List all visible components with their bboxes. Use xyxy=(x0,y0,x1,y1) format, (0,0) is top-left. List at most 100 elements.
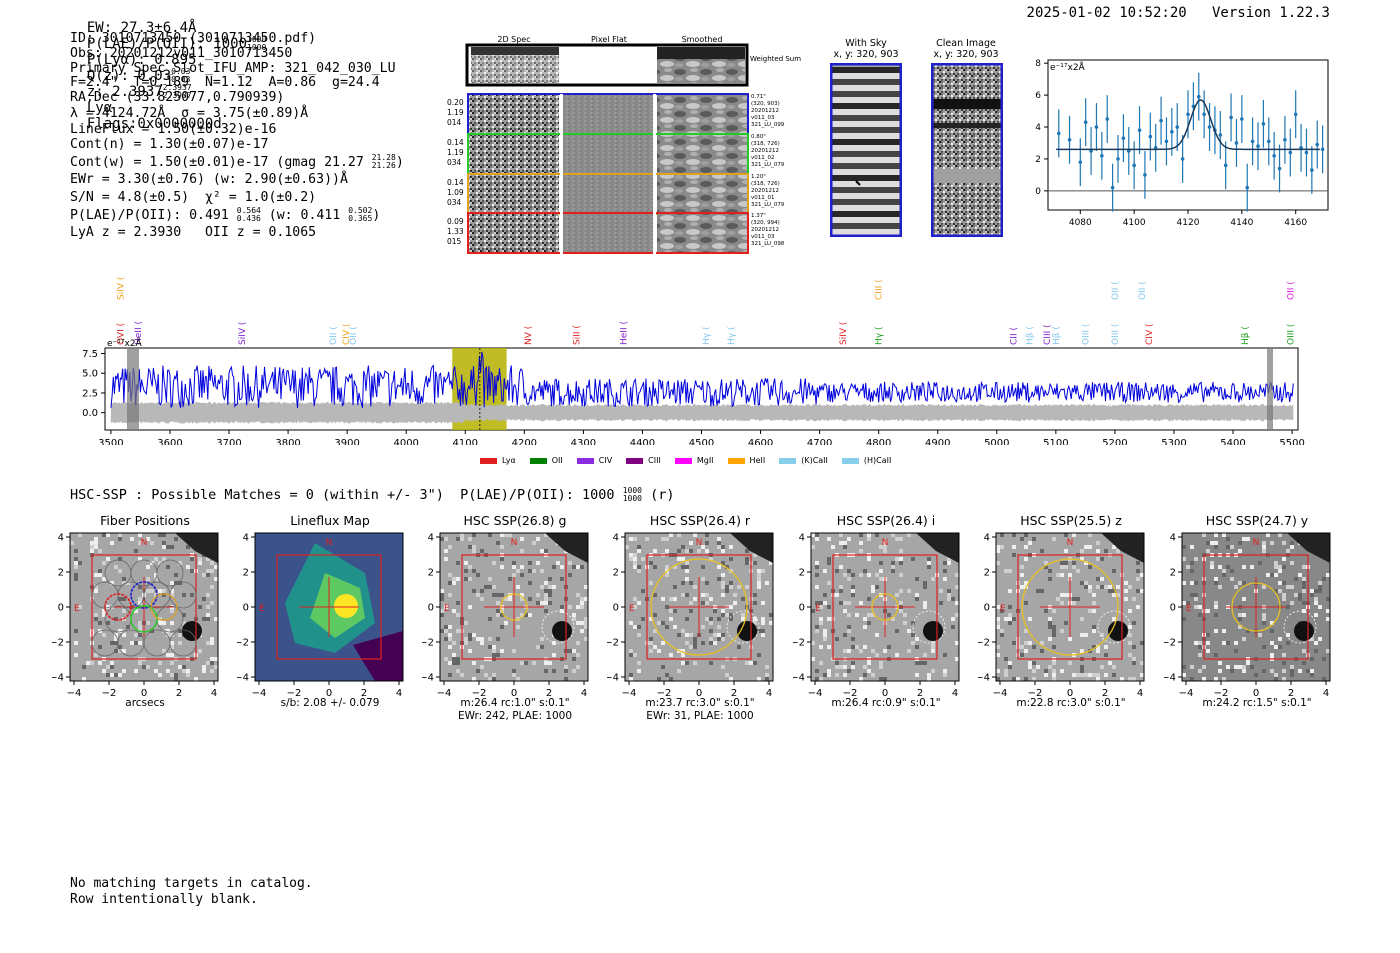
hsc-pixel xyxy=(1080,549,1084,553)
hsc-pixel xyxy=(492,677,496,681)
hsc-pixel xyxy=(1052,625,1056,629)
hsc-pixel xyxy=(1140,673,1144,677)
hsc-xtick-label: −4 xyxy=(252,688,267,699)
hsc-pixel xyxy=(657,649,661,653)
hsc-pixel xyxy=(102,533,106,537)
hsc-pixel xyxy=(1092,593,1096,597)
hsc-pixel xyxy=(1230,545,1234,549)
hsc-pixel xyxy=(1286,633,1290,637)
east-label: E xyxy=(815,604,821,614)
hsc-panel-footer: s/b: 2.08 +/- 0.079 xyxy=(245,697,415,710)
hsc-pixel xyxy=(1194,597,1198,601)
hsc-pixel xyxy=(1266,573,1270,577)
hsc-pixel xyxy=(206,617,210,621)
row3-l2: 1.09 xyxy=(447,188,464,197)
hsc-pixel xyxy=(1290,545,1294,549)
lineflux-peak xyxy=(334,594,358,618)
hsc-pixel xyxy=(114,641,118,645)
hsc-pixel xyxy=(681,557,685,561)
hsc-pixel xyxy=(1136,561,1140,565)
hsc-ytick-label: 0 xyxy=(799,603,805,614)
hsc-pixel xyxy=(701,577,705,581)
hsc-pixel xyxy=(1108,589,1112,593)
hsc-pixel xyxy=(1218,565,1222,569)
spectral-line-label: SiIV ( xyxy=(839,322,849,345)
spec-xtick-label: 5000 xyxy=(984,438,1009,445)
hsc-pixel xyxy=(875,653,879,657)
hsc-pixel xyxy=(1024,629,1028,633)
hsc-pixel xyxy=(661,537,665,541)
hsc-pixel xyxy=(1060,629,1064,633)
hsc-ytick-label: 2 xyxy=(243,568,249,579)
hsc-pixel xyxy=(951,597,955,601)
hsc-pixel xyxy=(717,577,721,581)
hsc-pixel xyxy=(1088,533,1092,537)
hsc-pixel xyxy=(158,533,162,537)
spectral-line-label: CIII ( xyxy=(875,279,885,300)
hsc-pixel xyxy=(210,601,214,605)
sky-stripe xyxy=(832,103,900,109)
hsc-pixel xyxy=(1206,549,1210,553)
aperture-box xyxy=(646,554,752,660)
hsc-pixel xyxy=(504,533,508,537)
hsc-pixel xyxy=(1004,673,1008,677)
hsc-pixel xyxy=(827,645,831,649)
hsc-pixel xyxy=(1286,585,1290,589)
hsc-pixel xyxy=(186,673,190,677)
row3-r4: v011_01 xyxy=(751,195,775,201)
hsc-pixel xyxy=(1096,649,1100,653)
hsc-pixel xyxy=(895,537,899,541)
hsc-pixel xyxy=(891,565,895,569)
legend-swatch xyxy=(674,457,692,464)
hsc-pixel xyxy=(440,609,444,613)
hsc-pixel xyxy=(1032,645,1036,649)
hsc-xtick-label: −2 xyxy=(472,688,487,699)
hsc-pixel xyxy=(170,545,174,549)
hsc-pixel xyxy=(118,597,122,601)
hsc-panel-title: Lineflux Map xyxy=(290,513,370,528)
hsc-pixel xyxy=(1302,609,1306,613)
east-label: E xyxy=(444,604,450,614)
hsc-xtick-label: 0 xyxy=(1067,688,1073,699)
hsc-pixel xyxy=(74,565,78,569)
hsc-ytick-label: −4 xyxy=(237,673,249,684)
hsc-ytick-label: −2 xyxy=(793,638,805,649)
hsc-pixel xyxy=(118,649,122,653)
hsc-pixel xyxy=(1198,613,1202,617)
hsc-pixel xyxy=(572,669,576,673)
hsc-pixel xyxy=(1310,593,1314,597)
fit-ylabel: e⁻¹⁷x2Å xyxy=(1050,61,1086,73)
hsc-pixel xyxy=(1140,661,1144,665)
hsc-pixel xyxy=(1218,669,1222,673)
hsc-pixel xyxy=(1068,637,1072,641)
hsc-pixel xyxy=(649,617,653,621)
hsc-pixel xyxy=(564,677,568,681)
hsc-pixel xyxy=(689,645,693,649)
aperture-box xyxy=(276,554,382,660)
hsc-ytick-label: 0 xyxy=(58,603,64,614)
hsc-pixel xyxy=(1132,597,1136,601)
hsc-xtick-label: −4 xyxy=(1179,688,1194,699)
row4-r4: v011_03 xyxy=(751,234,775,240)
hsc-pixel xyxy=(839,541,843,545)
hsc-pixel xyxy=(681,629,685,633)
hsc-pixel xyxy=(827,581,831,585)
hsc-pixel xyxy=(1044,673,1048,677)
hsc-pixel xyxy=(749,661,753,665)
hsc-pixel xyxy=(823,637,827,641)
hsc-pixel xyxy=(1028,661,1032,665)
hsc-pixel xyxy=(568,605,572,609)
hsc-pixel xyxy=(102,561,106,565)
hsc-pixel xyxy=(102,609,106,613)
spectral-line-label: OIII ( xyxy=(1286,324,1296,345)
hsc-pixel xyxy=(863,625,867,629)
hsc-pixel xyxy=(524,613,528,617)
hsc-pixel xyxy=(540,601,544,605)
hsc-pixel xyxy=(753,593,757,597)
hsc-pixel xyxy=(1100,633,1104,637)
hsc-pixel xyxy=(725,589,729,593)
hsc-pixel xyxy=(729,617,733,621)
neighbor-source xyxy=(1294,621,1314,641)
north-label: N xyxy=(511,538,518,548)
hsc-footer-line1: m:26.4 rc:1.0" s:0.1" xyxy=(460,697,570,709)
